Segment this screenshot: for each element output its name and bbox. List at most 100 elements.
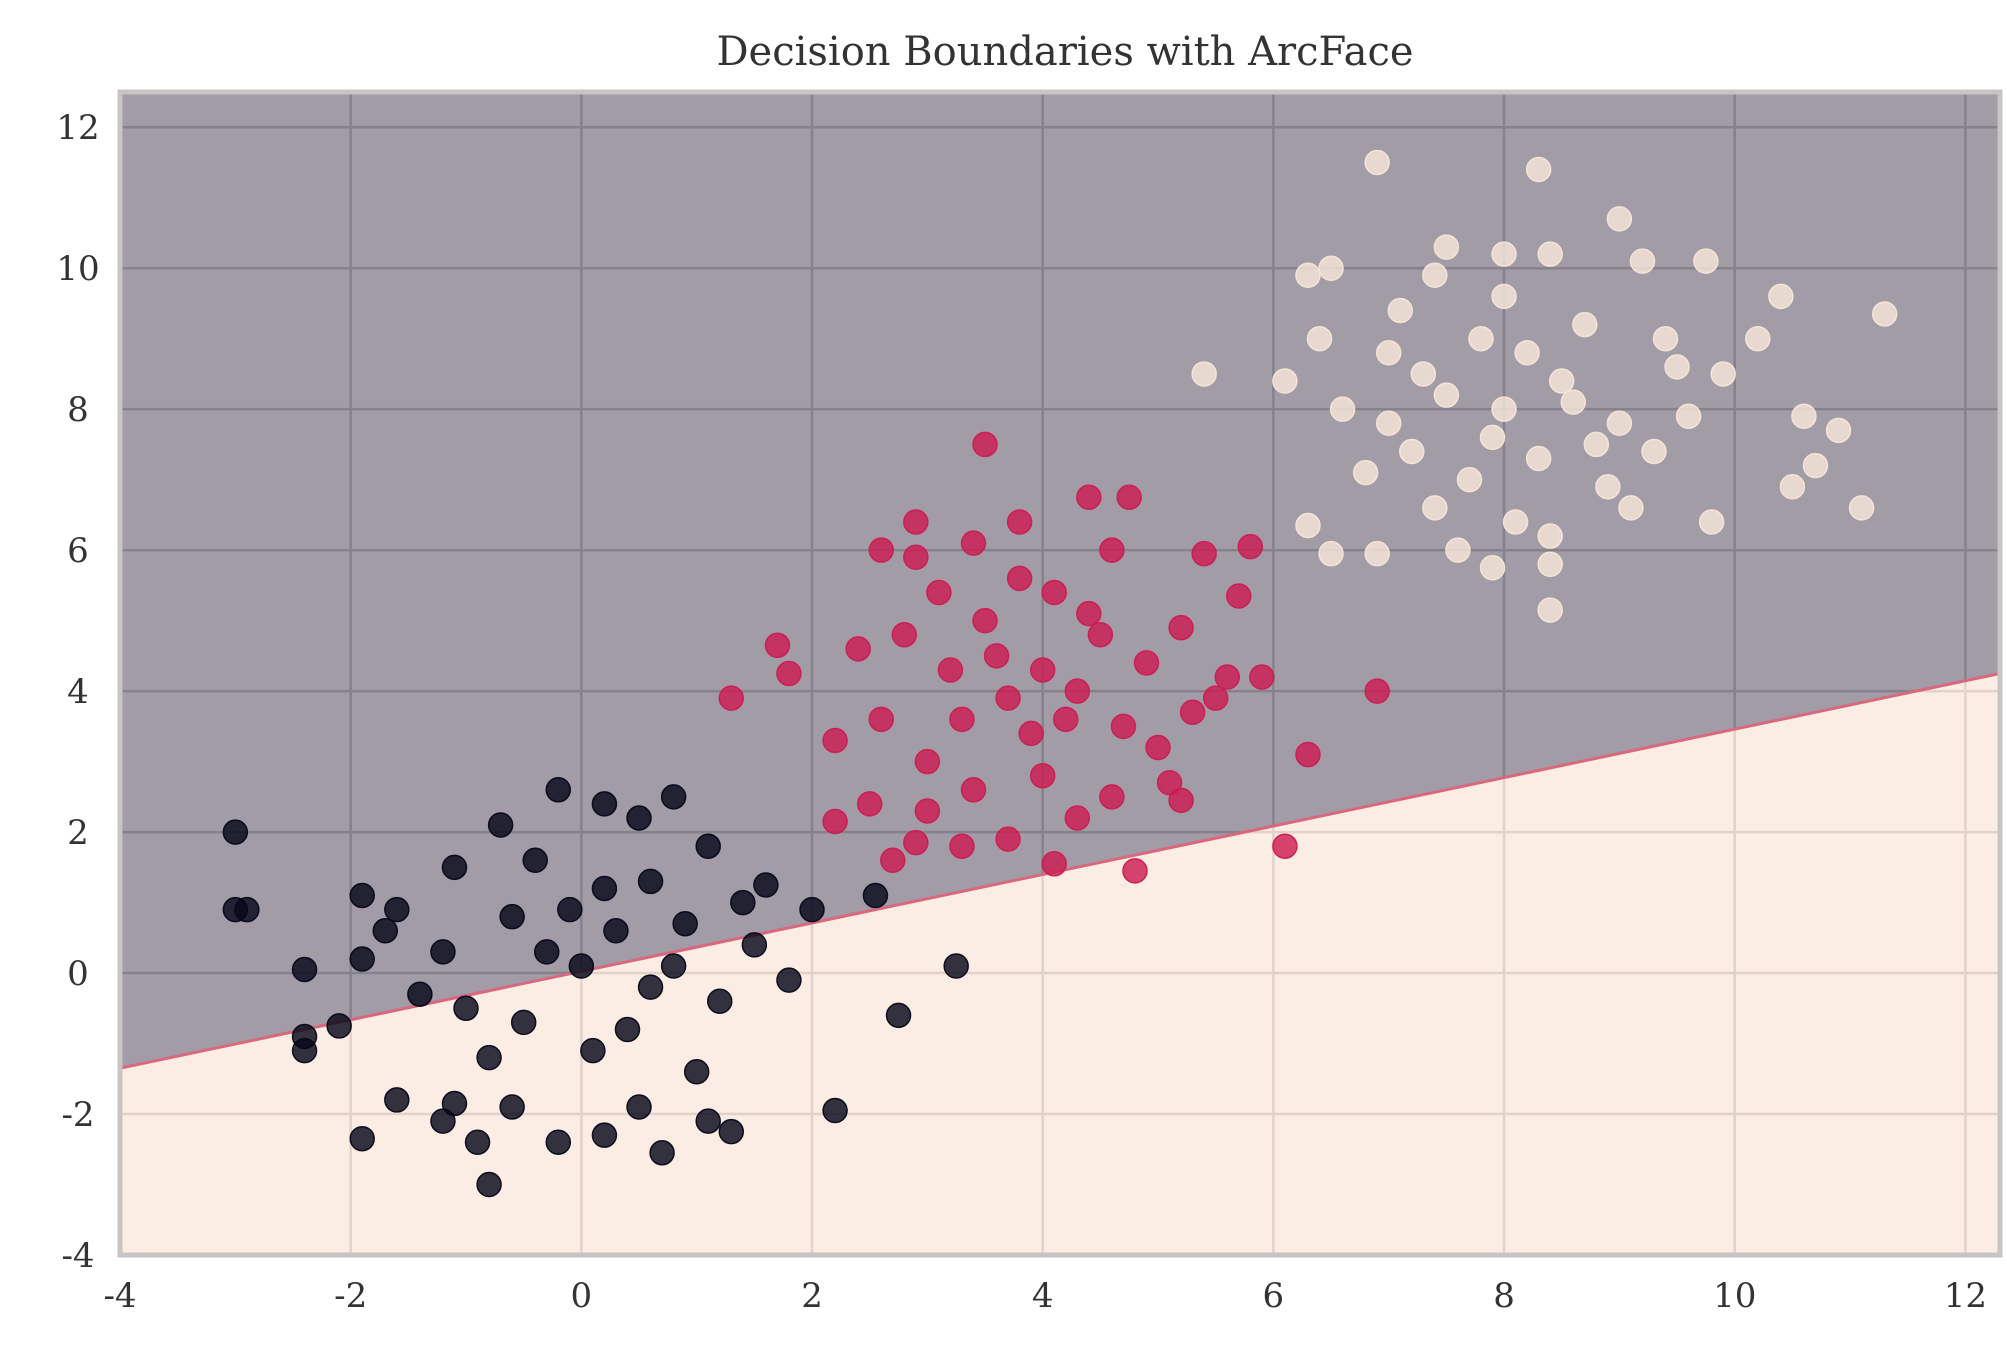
point-s2-31 (1606, 410, 1633, 437)
point-s2-21 (1537, 241, 1563, 267)
y-tick-label-0: -4 (61, 1236, 94, 1276)
point-s0-33 (545, 777, 572, 803)
point-s2-8 (1698, 509, 1725, 535)
point-s2-7 (1779, 473, 1806, 500)
point-s2-33 (1572, 311, 1598, 338)
point-s1-49 (1053, 706, 1079, 733)
point-s0-16 (499, 1094, 525, 1120)
point-s0-31 (626, 805, 652, 831)
point-s0-3 (291, 956, 318, 983)
x-tick-label-3: 2 (801, 1276, 823, 1316)
point-s2-41 (1387, 297, 1413, 324)
point-s0-48 (580, 1037, 606, 1064)
point-s1-51 (1006, 565, 1033, 592)
point-s0-8 (349, 1125, 375, 1152)
plot-frame (117, 89, 2003, 1258)
point-s2-47 (1502, 509, 1529, 535)
point-s0-0 (222, 819, 249, 845)
region-lower (120, 673, 2000, 1255)
point-s2-1 (1525, 156, 1552, 183)
point-s0-20 (649, 1140, 675, 1166)
point-s1-46 (856, 791, 883, 817)
point-s0-17 (545, 1129, 572, 1155)
point-s1-41 (972, 607, 998, 634)
point-s1-18 (1202, 685, 1229, 711)
point-s0-15 (476, 1171, 502, 1198)
point-s0-51 (407, 981, 433, 1007)
point-s0-39 (533, 939, 560, 965)
point-s2-20 (1491, 241, 1517, 267)
x-tick-label-4: 4 (1032, 1276, 1054, 1316)
point-s2-19 (1422, 262, 1448, 289)
point-s1-59 (1029, 657, 1056, 683)
point-s1-45 (949, 706, 975, 733)
axes: -4 -2 0 2 4 6 8 10 12 -4 -2 0 2 4 6 8 10 12 (56, 89, 2003, 1316)
point-s2-17 (1318, 255, 1344, 281)
point-s2-24 (1825, 417, 1852, 444)
point-s1-19 (1076, 484, 1102, 511)
point-s2-5 (1871, 301, 1898, 327)
point-s2-36 (1456, 466, 1483, 493)
plot-area (120, 92, 2000, 1255)
point-s2-45 (1352, 459, 1379, 486)
point-s2-30 (1548, 368, 1575, 394)
y-tick-label-5: 6 (67, 531, 89, 571)
point-s1-55 (914, 798, 941, 824)
point-s2-15 (1191, 361, 1217, 387)
point-s0-22 (718, 1118, 745, 1145)
point-s0-36 (430, 939, 456, 965)
point-s1-9 (949, 833, 975, 859)
point-s1-2 (868, 537, 894, 563)
point-s0-43 (672, 910, 698, 937)
point-s1-27 (926, 579, 952, 606)
point-s1-1 (903, 509, 929, 535)
point-s0-57 (660, 953, 687, 979)
x-tick-label-8: 12 (1944, 1276, 1987, 1316)
point-s2-54 (1491, 283, 1517, 310)
point-s0-10 (384, 1087, 410, 1113)
point-s0-34 (487, 812, 514, 838)
point-s0-27 (799, 896, 825, 923)
point-s0-12 (430, 1108, 456, 1134)
point-s2-46 (1422, 495, 1448, 521)
point-s1-3 (718, 685, 745, 711)
point-s1-47 (1168, 614, 1194, 641)
point-s0-25 (943, 953, 969, 979)
point-s2-3 (1693, 248, 1719, 274)
point-s2-58 (1537, 523, 1563, 549)
point-s0-24 (885, 1002, 912, 1029)
point-s0-6 (326, 1013, 352, 1039)
point-s0-9 (372, 918, 399, 944)
point-s2-26 (1791, 403, 1817, 429)
point-s2-49 (1272, 368, 1298, 394)
y-tick-label-3: 2 (67, 813, 89, 853)
point-s2-52 (1652, 325, 1679, 352)
point-s0-55 (637, 868, 664, 895)
point-s1-7 (880, 847, 906, 874)
point-s1-8 (903, 829, 929, 856)
point-s2-59 (1375, 410, 1402, 437)
point-s2-42 (1514, 340, 1540, 366)
x-tick-label-1: -2 (334, 1276, 367, 1316)
point-s0-53 (591, 875, 618, 902)
point-s0-11 (349, 946, 375, 972)
point-s1-15 (1295, 741, 1321, 768)
point-s2-12 (1364, 540, 1390, 567)
point-s1-32 (1029, 762, 1056, 789)
point-s1-10 (995, 826, 1021, 852)
point-s1-50 (903, 544, 929, 570)
point-s1-17 (1249, 664, 1275, 690)
point-s1-30 (914, 748, 941, 775)
point-s1-48 (983, 643, 1010, 669)
point-s0-7 (349, 882, 375, 909)
y-tick-label-4: 4 (67, 672, 89, 712)
y-tick-label-8: 12 (56, 108, 99, 148)
point-s0-44 (707, 988, 733, 1015)
point-s2-22 (1629, 248, 1656, 274)
point-s2-4 (1768, 283, 1794, 310)
point-s1-56 (1064, 805, 1091, 831)
point-s1-54 (822, 727, 848, 754)
point-s1-52 (1110, 713, 1137, 740)
point-s0-21 (695, 1108, 721, 1134)
